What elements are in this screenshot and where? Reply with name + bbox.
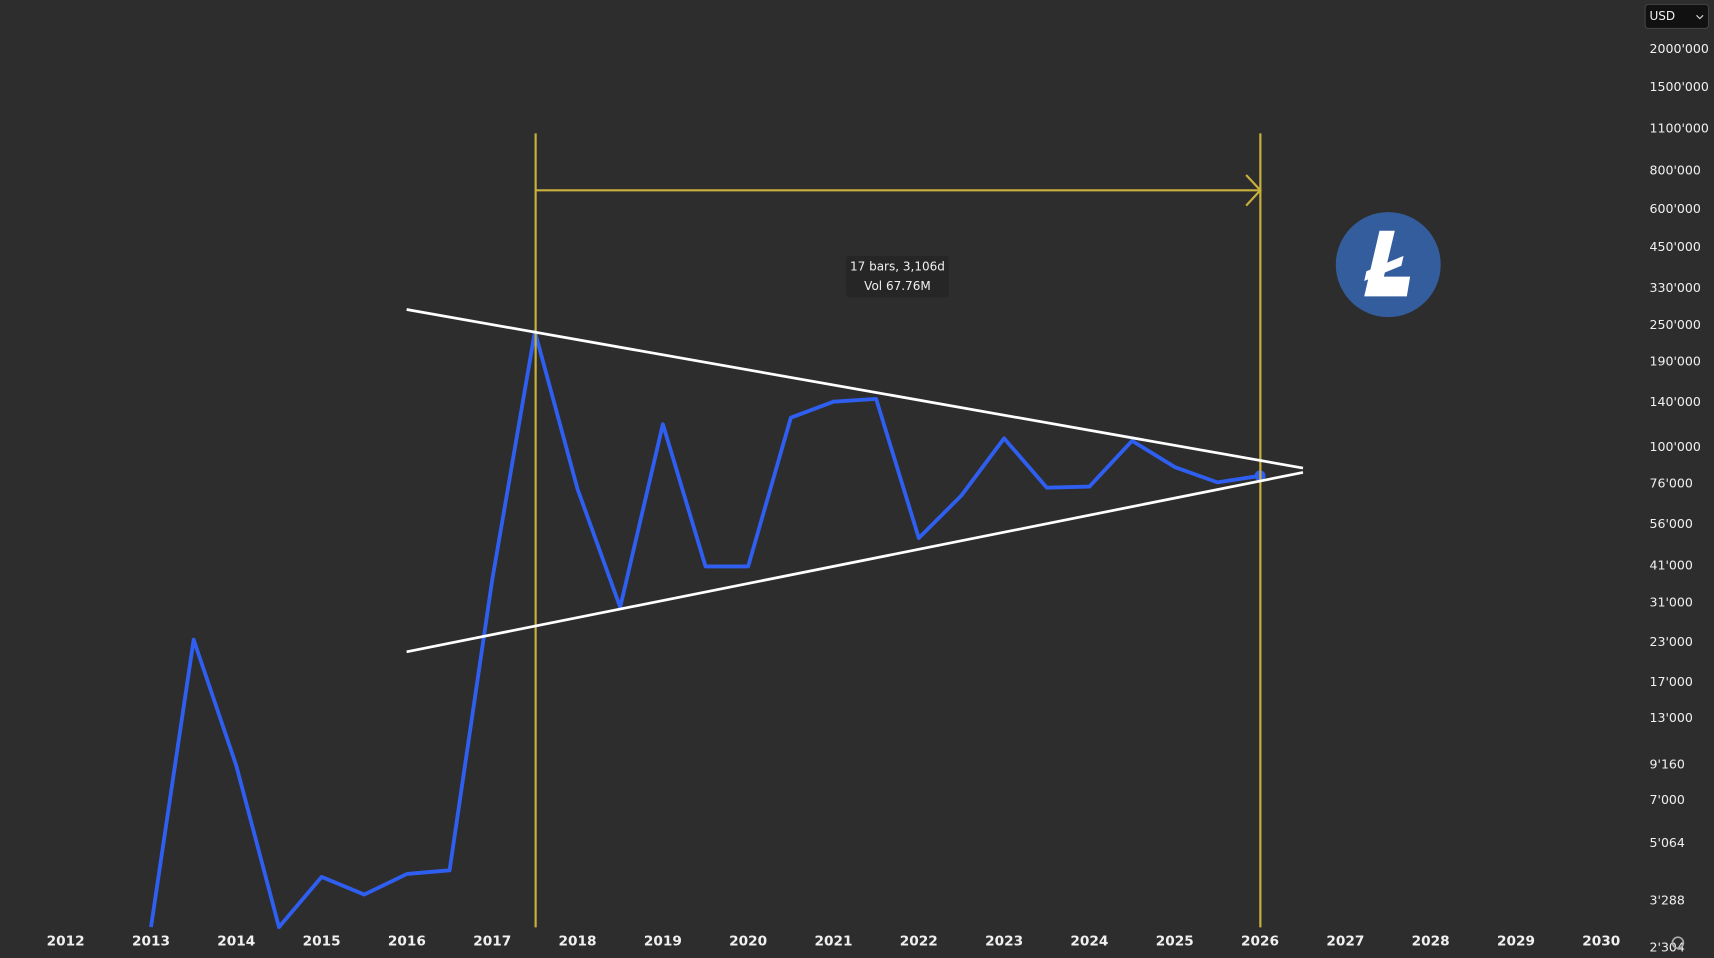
y-tick-label: 2'304	[1650, 940, 1685, 955]
y-tick-label: 800'000	[1650, 163, 1701, 178]
x-tick-label: 2028	[1412, 934, 1450, 950]
y-tick-label: 23'000	[1650, 634, 1693, 649]
x-tick-label: 2012	[47, 934, 85, 950]
x-tick-label: 2016	[388, 934, 426, 950]
y-tick-label: 3'288	[1650, 892, 1685, 907]
y-tick-label: 450'000	[1650, 239, 1701, 254]
upper-trendline	[406, 308, 1304, 470]
y-tick-label: 140'000	[1650, 394, 1701, 409]
y-tick-label: 17'000	[1650, 674, 1693, 689]
y-tick-label: 56'000	[1650, 516, 1693, 531]
y-tick-label: 9'160	[1650, 756, 1685, 771]
x-tick-label: 2017	[473, 934, 511, 950]
x-tick-label: 2021	[814, 934, 852, 950]
y-tick-label: 100'000	[1650, 439, 1701, 454]
x-tick-label: 2013	[132, 934, 170, 950]
y-tick-label: 190'000	[1650, 354, 1701, 369]
y-tick-label: 5'064	[1650, 835, 1685, 850]
x-tick-label: 2023	[985, 934, 1023, 950]
lower-trendline	[406, 471, 1304, 654]
price-line	[149, 329, 1261, 930]
settings-icon[interactable]	[1671, 936, 1685, 949]
y-tick-label: 76'000	[1650, 475, 1693, 490]
y-tick-label: 13'000	[1650, 710, 1693, 725]
x-tick-label: 2014	[217, 934, 255, 950]
tooltip-text: Vol 67.76M	[864, 279, 931, 293]
x-tick-label: 2022	[900, 934, 938, 950]
tooltip-text: 17 bars, 3,106d	[850, 259, 945, 273]
y-tick-label: 31'000	[1650, 594, 1693, 609]
x-tick-label: 2026	[1241, 934, 1279, 950]
y-tick-label: 41'000	[1650, 557, 1693, 572]
x-tick-label: 2020	[729, 934, 767, 950]
litecoin-glyph	[1364, 230, 1411, 297]
x-tick-label: 2018	[559, 934, 597, 950]
y-tick-label: 1500'000	[1650, 79, 1709, 94]
y-tick-label: 330'000	[1650, 280, 1701, 295]
x-tick-label: 2027	[1326, 934, 1364, 950]
dropdown-caret[interactable]	[1696, 14, 1704, 20]
arrow-head	[1245, 174, 1262, 207]
x-tick-label: 2029	[1497, 934, 1535, 950]
tooltip-box	[846, 255, 949, 298]
y-tick-label: 1100'000	[1650, 120, 1709, 135]
x-tick-label: 2024	[1070, 934, 1108, 950]
y-tick-label: 600'000	[1650, 201, 1701, 216]
currency-dropdown[interactable]	[1644, 3, 1710, 29]
x-tick-label: 2025	[1156, 934, 1194, 950]
y-tick-label: 250'000	[1650, 317, 1701, 332]
x-tick-label: 2019	[644, 934, 682, 950]
x-tick-label: 2015	[303, 934, 341, 950]
y-tick-label: 7'000	[1650, 792, 1685, 807]
currency-label[interactable]: USD	[1650, 9, 1676, 23]
plot-area: 2000'000 1500'000 1100'000 800'000 600'000 45…	[47, 41, 1709, 955]
y-tick-label: 2000'000	[1650, 41, 1709, 56]
x-tick-label: 2030	[1582, 934, 1620, 950]
